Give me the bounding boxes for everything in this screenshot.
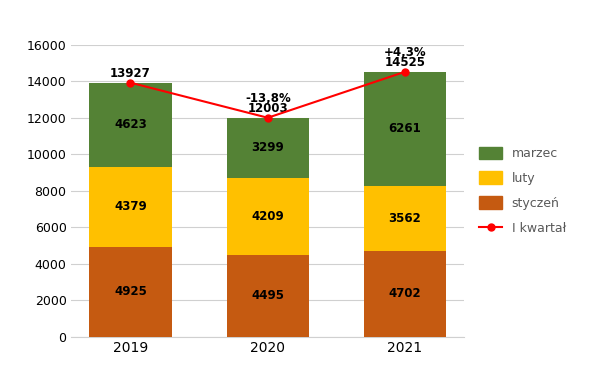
Text: 12003: 12003 — [248, 102, 288, 115]
Bar — [227, 178, 309, 255]
Text: 4495: 4495 — [251, 289, 284, 302]
Text: -13,8%: -13,8% — [245, 92, 290, 105]
Text: 4925: 4925 — [114, 285, 147, 298]
Text: 13927: 13927 — [110, 67, 151, 80]
Text: 4702: 4702 — [389, 287, 421, 300]
Bar — [364, 251, 446, 337]
Bar — [89, 83, 171, 167]
Bar — [89, 167, 171, 247]
Bar — [89, 247, 171, 337]
Bar — [364, 186, 446, 251]
Bar — [364, 72, 446, 186]
Bar — [227, 255, 309, 337]
Text: 14525: 14525 — [384, 56, 425, 69]
Text: 3299: 3299 — [251, 141, 284, 154]
Text: 4623: 4623 — [114, 118, 147, 131]
Text: 4209: 4209 — [251, 210, 284, 223]
Bar — [227, 118, 309, 178]
Text: 6261: 6261 — [389, 122, 421, 135]
Text: +4,3%: +4,3% — [384, 46, 427, 59]
Legend: marzec, luty, styczeń, I kwartał: marzec, luty, styczeń, I kwartał — [474, 142, 571, 240]
Text: 4379: 4379 — [114, 200, 147, 214]
Text: 3562: 3562 — [389, 212, 421, 225]
